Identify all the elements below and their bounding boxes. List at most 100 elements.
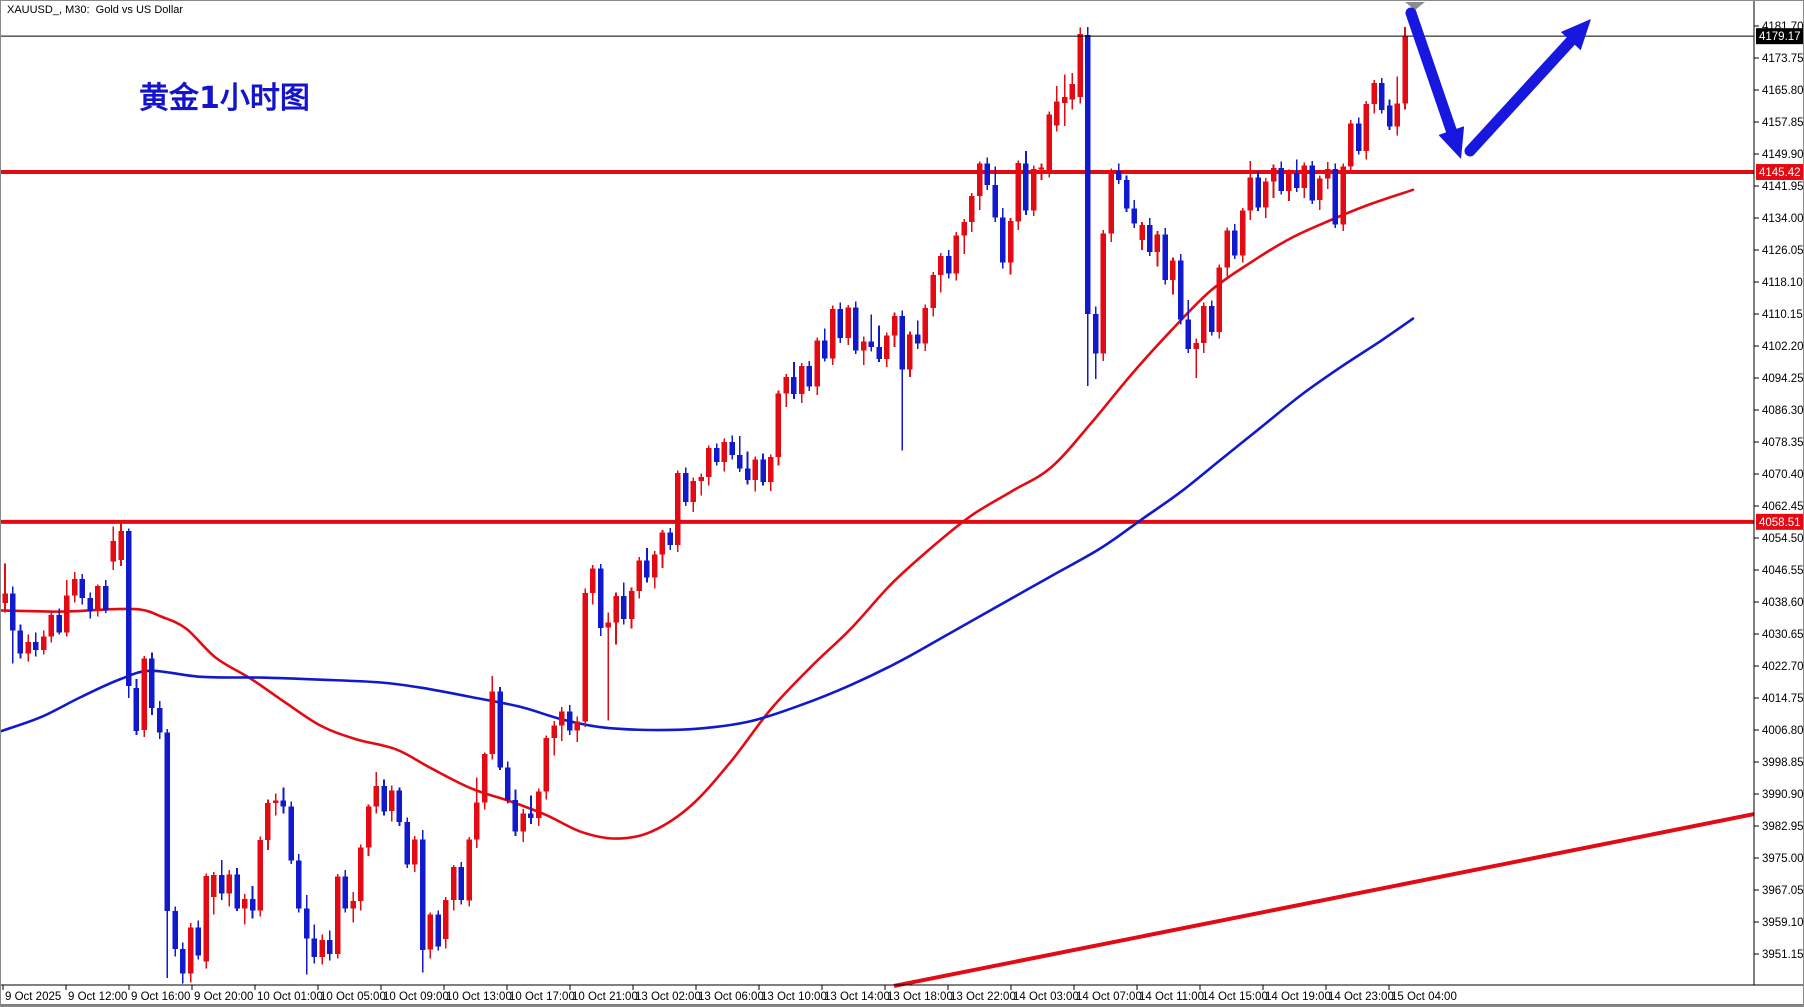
candle-body (40, 636, 47, 650)
candle-body (489, 691, 495, 755)
price-axis-label: 4118.10 (1762, 277, 1803, 289)
candle-body (1046, 114, 1052, 172)
candle-body (1247, 177, 1254, 211)
candle-body (814, 340, 820, 387)
candle-body (992, 185, 998, 218)
candle-body (907, 334, 913, 370)
candle-body (327, 940, 333, 954)
candle-body (590, 568, 596, 594)
candle-body (211, 874, 217, 897)
candle-body (1224, 230, 1230, 268)
candle-body (1294, 172, 1300, 189)
candle-body (543, 738, 550, 792)
candle-body (389, 790, 395, 812)
price-axis-label: 3982.95 (1762, 821, 1804, 833)
candle-body (938, 255, 944, 276)
time-axis-label: 13 Oct 06:00 (698, 991, 764, 1003)
candle-body (1402, 36, 1408, 104)
candle-body (133, 688, 140, 732)
candle-body (713, 448, 720, 462)
candle-body (961, 222, 967, 236)
candle-body (868, 341, 874, 348)
candle-body (1363, 104, 1370, 151)
candle-body (311, 938, 318, 957)
candle-body (628, 591, 635, 619)
candle-body (1301, 165, 1308, 189)
time-axis-label: 9 Oct 12:00 (68, 991, 127, 1003)
candle-body (48, 614, 55, 637)
candle-body (443, 899, 449, 940)
candle-body (64, 595, 70, 633)
candle-body (667, 532, 673, 546)
candle-body (566, 711, 573, 731)
candle-body (172, 911, 178, 949)
price-axis[interactable]: 4181.704173.754165.804157.854149.904141.… (1754, 21, 1804, 961)
candle-body (822, 340, 828, 359)
time-axis-label: 13 Oct 02:00 (635, 991, 701, 1003)
trendline[interactable] (893, 812, 1755, 988)
candle-body (798, 366, 805, 394)
candle-body (17, 630, 24, 654)
candle-body (373, 785, 379, 807)
candle-body (899, 315, 905, 370)
level-4145.42-label: 4145.42 (1759, 167, 1801, 179)
arrow-head-pullback-down[interactable] (1438, 126, 1465, 159)
candle-body (976, 163, 983, 196)
candle-body (1147, 225, 1153, 252)
candle-body (249, 899, 256, 911)
candle-body (1278, 168, 1284, 191)
candle-body (1348, 123, 1354, 167)
candle-body (1061, 97, 1068, 104)
arrow-shaft-pullback-down[interactable] (1405, 7, 1460, 144)
candle-body (412, 839, 418, 865)
candle-body (1394, 103, 1400, 127)
candle-body (551, 725, 557, 738)
price-axis-label: 4141.95 (1762, 181, 1804, 193)
time-axis-label: 14 Oct 23:00 (1328, 991, 1394, 1003)
price-axis-label: 3998.85 (1762, 757, 1804, 769)
candle-body (156, 708, 163, 733)
candle-body (288, 806, 294, 861)
candle-body (853, 307, 859, 351)
candle-body (744, 468, 751, 480)
level-4058.51-box (1756, 513, 1803, 530)
candle-body (1317, 178, 1323, 201)
time-axis-label: 13 Oct 10:00 (761, 991, 827, 1003)
candle-body (1131, 208, 1137, 224)
time-axis-label: 9 Oct 2025 (5, 991, 61, 1003)
arrow-head-continuation-up[interactable] (1560, 19, 1591, 51)
candle-body (187, 927, 194, 974)
candle-body (837, 309, 844, 338)
candle-body (396, 790, 403, 823)
price-axis-label: 4102.20 (1762, 341, 1804, 353)
candle-body (1038, 167, 1045, 170)
candle-body (512, 800, 519, 832)
candle-body (203, 876, 209, 962)
arrow-shaft-continuation-up[interactable] (1464, 29, 1582, 157)
candle-body (1201, 306, 1207, 344)
candle-body (791, 377, 797, 394)
trend-forecast-arrows[interactable] (1405, 7, 1591, 159)
candle-body (690, 480, 697, 503)
candle-body (234, 874, 240, 909)
candle-body (1340, 166, 1346, 225)
candle-body (1000, 217, 1006, 263)
price-axis-label: 4110.15 (1762, 309, 1803, 321)
candle-body (79, 579, 86, 598)
time-axis-label: 10 Oct 21:00 (572, 991, 638, 1003)
price-axis-label: 4062.45 (1762, 501, 1804, 513)
candle-body (497, 691, 503, 768)
candle-body (737, 455, 743, 469)
candle-body (984, 163, 991, 185)
price-axis-label: 4173.75 (1762, 53, 1804, 65)
candle-body (226, 874, 233, 894)
price-axis-label: 4157.85 (1762, 117, 1804, 129)
candle-body (1309, 165, 1315, 201)
time-axis[interactable]: 9 Oct 2025 9 Oct 12:00 9 Oct 16:00 9 Oct 20… (2, 985, 1457, 1003)
gold-1h-annotation[interactable]: 黄金1小时图 (139, 81, 310, 116)
price-axis-label: 4070.40 (1762, 469, 1804, 481)
candle-body (180, 948, 186, 974)
time-axis-label: 13 Oct 18:00 (887, 991, 953, 1003)
chart-shift-marker-icon[interactable] (1405, 2, 1425, 10)
